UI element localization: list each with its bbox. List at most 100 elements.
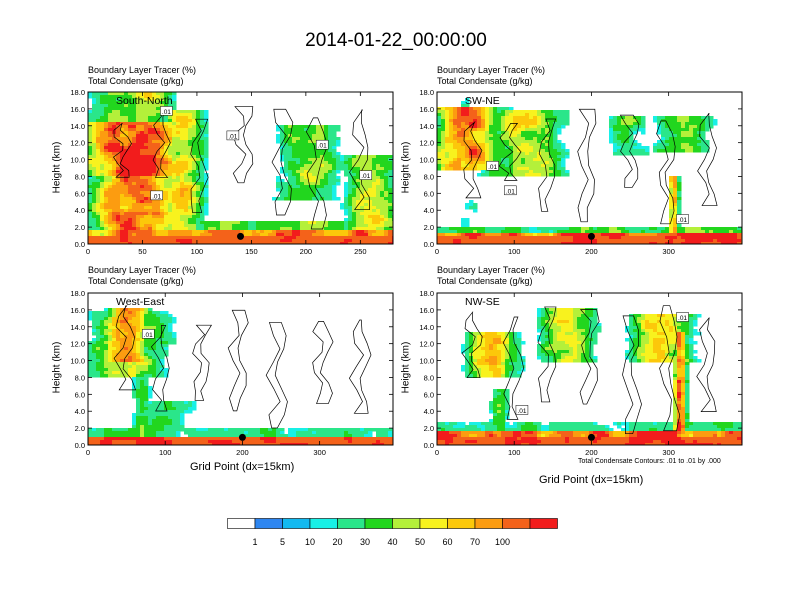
colorbar-label: 50 bbox=[415, 537, 425, 547]
y-tick-label: 12.0 bbox=[70, 139, 85, 148]
contour-label: .01 bbox=[318, 143, 327, 150]
x-tick-label: 300 bbox=[662, 247, 675, 256]
y-tick-label: 12.0 bbox=[419, 139, 434, 148]
location-marker bbox=[587, 232, 595, 240]
y-tick-label: 2.0 bbox=[424, 223, 434, 232]
contour-line bbox=[150, 325, 170, 412]
x-tick-label: 200 bbox=[236, 448, 249, 457]
colorbar-swatch bbox=[309, 518, 338, 529]
location-marker bbox=[237, 232, 244, 240]
y-tick-label: 0.0 bbox=[424, 240, 434, 249]
contour-line bbox=[113, 305, 137, 391]
contour-line bbox=[312, 320, 334, 404]
colorbar-label: 5 bbox=[280, 537, 285, 547]
colorbar-swatch bbox=[502, 518, 531, 529]
panel-subtitle-tracer: Boundary Layer Tracer (%) bbox=[437, 265, 546, 275]
x-tick-label: 0 bbox=[86, 448, 90, 457]
colorbar-label: 60 bbox=[442, 537, 452, 547]
contour-line bbox=[192, 324, 213, 401]
x-tick-label: 50 bbox=[138, 247, 146, 256]
contour-line bbox=[463, 121, 483, 199]
contour-line bbox=[538, 118, 557, 212]
contour-line bbox=[349, 109, 371, 210]
contour-line bbox=[271, 108, 294, 216]
panel-subtitle-condensate: Total Condensate (g/kg) bbox=[437, 276, 533, 286]
x-axis-label: Grid Point (dx=15km) bbox=[190, 461, 295, 473]
contour-label-box bbox=[486, 161, 499, 171]
y-tick-label: 18.0 bbox=[70, 289, 85, 298]
contour-label: .01 bbox=[228, 133, 237, 140]
colorbar-swatch bbox=[337, 518, 366, 529]
panel-subtitle-tracer: Boundary Layer Tracer (%) bbox=[88, 65, 197, 75]
y-tick-label: 8.0 bbox=[75, 172, 85, 181]
panel-west-east: 0.0 2.0 4.0 6.0 8.0 10.0 12.0 14.0 16.0 18.0 0 100 2… bbox=[70, 289, 394, 457]
y-tick-label: 2.0 bbox=[424, 424, 434, 433]
contour-line bbox=[227, 309, 249, 412]
panel-name: NW-SE bbox=[465, 296, 500, 308]
contour-line bbox=[579, 309, 600, 405]
panel-sw-ne: 0.0 2.0 4.0 6.0 8.0 10.0 12.0 14.0 16.0 18.0 0 100 2… bbox=[419, 88, 743, 256]
contour-label: .01 bbox=[506, 188, 515, 195]
panel-south-north: 0.0 2.0 4.0 6.0 8.0 10.0 12.0 14.0 16.0 18.0 0 50 10… bbox=[70, 88, 394, 256]
y-tick-label: 18.0 bbox=[419, 289, 434, 298]
contour-label-box bbox=[504, 185, 517, 196]
contour-line bbox=[113, 123, 132, 178]
x-tick-label: 0 bbox=[435, 448, 439, 457]
contour-label: .01 bbox=[488, 164, 497, 171]
contour-label-box bbox=[315, 139, 329, 150]
y-tick-label: 4.0 bbox=[424, 206, 434, 215]
location-marker bbox=[587, 433, 595, 441]
colorbar-label: 20 bbox=[332, 537, 342, 547]
contour-line bbox=[537, 306, 557, 403]
contour-line bbox=[619, 114, 640, 188]
contour-line bbox=[697, 113, 718, 206]
contour-line bbox=[696, 317, 717, 412]
x-tick-label: 100 bbox=[159, 448, 172, 457]
panel-subtitle-tracer: Boundary Layer Tracer (%) bbox=[88, 265, 197, 275]
panel-name: West-East bbox=[116, 296, 164, 308]
y-tick-label: 0.0 bbox=[75, 240, 85, 249]
y-tick-label: 10.0 bbox=[70, 357, 85, 366]
y-tick-label: 12.0 bbox=[70, 340, 85, 349]
x-tick-label: 250 bbox=[354, 247, 367, 256]
colorbar-swatch bbox=[227, 518, 256, 529]
panel-subtitle-condensate: Total Condensate (g/kg) bbox=[437, 76, 533, 86]
contour-line bbox=[577, 108, 597, 223]
contour-label: .01 bbox=[361, 173, 370, 180]
y-tick-label: 10.0 bbox=[419, 357, 434, 366]
contour-label: .01 bbox=[517, 408, 526, 415]
plot-frame bbox=[436, 91, 743, 245]
contour-line bbox=[305, 117, 329, 230]
contour-label: .01 bbox=[152, 193, 161, 200]
y-tick-label: 8.0 bbox=[75, 373, 85, 382]
colorbar-swatch bbox=[254, 518, 283, 529]
contour-label: .01 bbox=[162, 109, 171, 116]
tracer-shading bbox=[88, 92, 393, 244]
contour-line bbox=[348, 319, 372, 414]
y-tick-label: 6.0 bbox=[424, 390, 434, 399]
colorbar-swatch bbox=[447, 518, 476, 529]
y-tick-label: 8.0 bbox=[424, 172, 434, 181]
colorbar-label: 40 bbox=[387, 537, 397, 547]
colorbar-swatch bbox=[282, 518, 311, 529]
plot-canvas: 0.0 2.0 4.0 6.0 8.0 10.0 12.0 14.0 16.0 18.0 0 50 10… bbox=[70, 88, 743, 457]
x-tick-label: 100 bbox=[508, 448, 521, 457]
y-tick-label: 2.0 bbox=[75, 424, 85, 433]
contour-label: .01 bbox=[678, 315, 687, 322]
condensate-contours bbox=[113, 305, 372, 429]
y-tick-label: 0.0 bbox=[75, 441, 85, 450]
panel-nw-se: 0.0 2.0 4.0 6.0 8.0 10.0 12.0 14.0 16.0 18.0 0 100 2… bbox=[419, 289, 743, 457]
contour-line bbox=[461, 311, 483, 379]
x-tick-label: 100 bbox=[191, 247, 204, 256]
y-tick-label: 10.0 bbox=[70, 156, 85, 165]
contour-label-box bbox=[141, 329, 155, 339]
colorbar-swatch bbox=[474, 518, 503, 529]
x-tick-label: 300 bbox=[313, 448, 326, 457]
panel-name: South-North bbox=[116, 95, 173, 107]
contour-line bbox=[622, 315, 642, 435]
y-tick-label: 6.0 bbox=[424, 189, 434, 198]
x-tick-label: 300 bbox=[662, 448, 675, 457]
colorbar: 1 5 10 20 30 40 50 60 70 100 bbox=[227, 518, 558, 547]
x-tick-label: 0 bbox=[435, 247, 439, 256]
contour-label: .01 bbox=[678, 217, 687, 224]
